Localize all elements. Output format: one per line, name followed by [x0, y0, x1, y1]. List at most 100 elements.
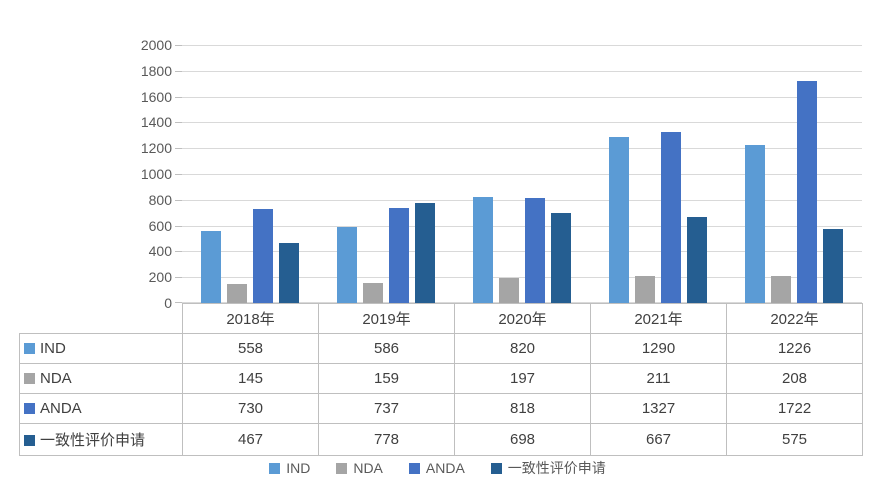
series-label-IND: IND — [19, 333, 183, 364]
cell-一致性评价申请-2021年: 667 — [590, 423, 727, 456]
bar-ANDA-2022年 — [797, 80, 817, 303]
gridline-1400 — [182, 122, 862, 123]
bar-group-2021年 — [590, 45, 726, 303]
cell-NDA-2020年: 197 — [454, 363, 591, 394]
y-axis-label-600: 600 — [148, 217, 172, 234]
bar-NDA-2020年 — [499, 277, 519, 303]
y-tick-200 — [175, 277, 182, 278]
y-tick-1200 — [175, 148, 182, 149]
series-label-一致性评价申请: 一致性评价申请 — [19, 423, 183, 456]
y-axis-label-2000: 2000 — [140, 37, 172, 53]
y-tick-0 — [175, 302, 182, 303]
bar-IND-2020年 — [473, 197, 493, 303]
legend-item-IND: IND — [269, 460, 310, 476]
series-name: ANDA — [40, 400, 82, 417]
cell-IND-2020年: 820 — [454, 333, 591, 364]
bars-row — [182, 45, 862, 303]
bar-ANDA-2018年 — [253, 208, 273, 303]
cell-ANDA-2020年: 818 — [454, 393, 591, 424]
series-label-NDA: NDA — [19, 363, 183, 394]
gridline-1000 — [182, 174, 862, 175]
cell-一致性评价申请-2019年: 778 — [318, 423, 455, 456]
y-axis-label-200: 200 — [148, 269, 172, 286]
bar-NDA-2021年 — [635, 275, 655, 303]
series-label-ANDA: ANDA — [19, 393, 183, 424]
y-tick-400 — [175, 251, 182, 252]
cell-ANDA-2018年: 730 — [182, 393, 319, 424]
bar-group-2019年 — [318, 45, 454, 303]
gridline-800 — [182, 200, 862, 201]
bar-一致性评价申请-2019年 — [415, 202, 435, 303]
bar-NDA-2019年 — [363, 282, 383, 303]
cell-NDA-2019年: 159 — [318, 363, 455, 394]
y-axis-label-0: 0 — [164, 295, 172, 311]
bar-group-2020年 — [454, 45, 590, 303]
legend-label: NDA — [353, 460, 383, 476]
gridline-400 — [182, 251, 862, 252]
table-row-一致性评价申请: 一致性评价申请 467 778 698 667 575 — [19, 423, 863, 456]
legend-item-一致性评价申请: 一致性评价申请 — [490, 458, 606, 478]
gridline-600 — [182, 226, 862, 227]
table-row-NDA: NDA 145 159 197 211 208 — [19, 363, 863, 394]
legend-label: 一致性评价申请 — [507, 460, 606, 476]
plot-area — [175, 45, 862, 303]
bar-一致性评价申请-2018年 — [279, 242, 299, 303]
legend-label: ANDA — [425, 460, 465, 476]
series-name: 一致性评价申请 — [40, 432, 146, 449]
y-axis-label-1000: 1000 — [140, 166, 172, 182]
bar-ANDA-2019年 — [389, 207, 409, 303]
table-header-row: 2018年 2019年 2020年 2021年 2022年 — [20, 303, 863, 334]
legend-key-icon — [24, 403, 35, 414]
cell-IND-2019年: 586 — [318, 333, 455, 364]
legend-key-icon — [24, 373, 35, 384]
gridline-1600 — [182, 97, 862, 98]
cell-ANDA-2021年: 1327 — [590, 393, 727, 424]
bar-group-2018年 — [182, 45, 318, 303]
legend-key-icon — [490, 462, 502, 474]
legend-key-icon — [269, 462, 281, 474]
cell-IND-2018年: 558 — [182, 333, 319, 364]
bar-NDA-2018年 — [227, 284, 247, 303]
bar-group-2022年 — [726, 45, 862, 303]
cell-IND-2022年: 1226 — [726, 333, 863, 364]
series-name: IND — [40, 340, 66, 357]
bar-NDA-2022年 — [771, 276, 791, 303]
table-header-2022年: 2022年 — [726, 303, 863, 334]
table-header-2021年: 2021年 — [590, 303, 727, 334]
table-corner-blank — [20, 304, 183, 334]
chart-legend: IND NDA ANDA 一致性评价申请 — [0, 456, 875, 480]
cell-一致性评价申请-2018年: 467 — [182, 423, 319, 456]
bar-ANDA-2021年 — [661, 131, 681, 303]
gridline-2000 — [182, 45, 862, 46]
bar-一致性评价申请-2020年 — [551, 213, 571, 303]
cell-NDA-2018年: 145 — [182, 363, 319, 394]
cell-一致性评价申请-2022年: 575 — [726, 423, 863, 456]
bar-一致性评价申请-2021年 — [687, 217, 707, 303]
legend-key-icon — [336, 462, 348, 474]
data-table: 2018年 2019年 2020年 2021年 2022年 IND 558 586 820 129… — [19, 303, 863, 456]
table-row-IND: IND 558 586 820 1290 1226 — [19, 333, 863, 364]
series-name: NDA — [40, 370, 72, 387]
table-row-ANDA: ANDA 730 737 818 1327 1722 — [19, 393, 863, 424]
cell-ANDA-2019年: 737 — [318, 393, 455, 424]
cell-NDA-2022年: 208 — [726, 363, 863, 394]
y-axis-label-1400: 1400 — [140, 114, 172, 131]
y-tick-600 — [175, 226, 182, 227]
cell-IND-2021年: 1290 — [590, 333, 727, 364]
table-header-2019年: 2019年 — [318, 303, 455, 334]
gridline-1800 — [182, 71, 862, 72]
bar-IND-2019年 — [337, 227, 357, 303]
bar-一致性评价申请-2022年 — [823, 228, 843, 303]
y-axis-label-1600: 1600 — [140, 88, 172, 105]
y-tick-800 — [175, 200, 182, 201]
bar-IND-2021年 — [609, 136, 629, 303]
gridline-0 — [182, 302, 862, 303]
cell-NDA-2021年: 211 — [590, 363, 727, 394]
y-axis-label-800: 800 — [148, 191, 172, 208]
bar-IND-2018年 — [201, 231, 221, 303]
bar-ANDA-2020年 — [525, 197, 545, 303]
y-axis-label-400: 400 — [148, 243, 172, 260]
y-tick-1000 — [175, 174, 182, 175]
legend-item-NDA: NDA — [336, 460, 383, 476]
